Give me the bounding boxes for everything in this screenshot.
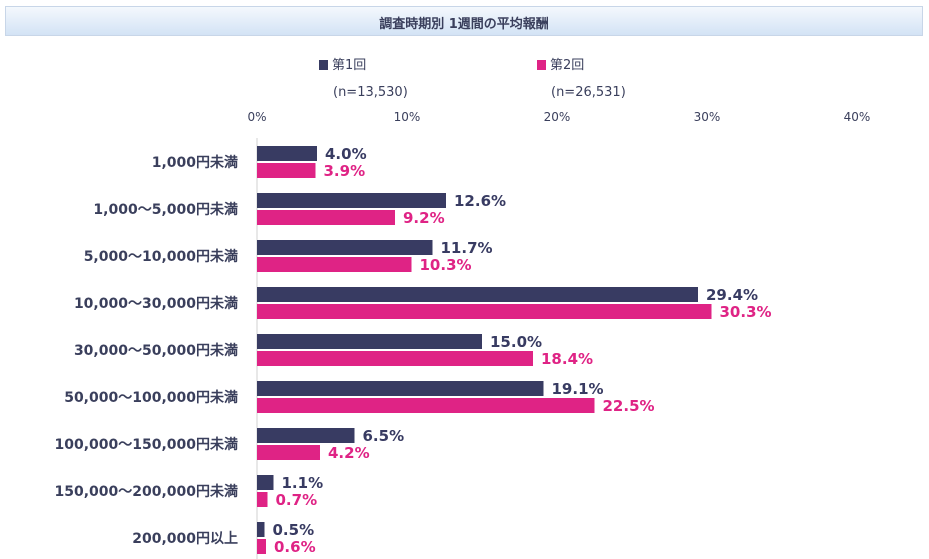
bar-1 (257, 240, 433, 255)
chart-title-banner: 調査時期別 1週間の平均報酬 (5, 6, 923, 36)
data-label: 1.1% (282, 474, 324, 492)
data-label: 6.5% (363, 427, 405, 445)
bar-2 (257, 445, 320, 460)
category-label: 200,000円以上 (132, 531, 238, 547)
bar-2 (257, 210, 395, 225)
bar-1 (257, 475, 274, 490)
category-label: 1,000円未満 (152, 154, 238, 171)
data-label: 12.6% (454, 192, 506, 210)
data-label: 4.0% (325, 145, 367, 163)
legend-sample-size: (n=26,531) (551, 85, 626, 100)
category-label: 50,000～100,000円未満 (64, 389, 238, 406)
category-label: 5,000～10,000円未満 (84, 248, 238, 265)
data-label: 19.1% (552, 380, 604, 398)
bar-2 (257, 257, 412, 272)
legend-swatch (537, 60, 546, 70)
data-label: 9.2% (403, 209, 445, 227)
x-tick-label: 20% (544, 110, 571, 124)
category-label: 30,000～50,000円未満 (74, 342, 238, 359)
bar-1 (257, 146, 317, 161)
chart-title: 調査時期別 1週間の平均報酬 (379, 17, 549, 32)
category-label: 100,000～150,000円未満 (54, 436, 238, 453)
data-label: 3.9% (324, 162, 366, 180)
bar-1 (257, 193, 446, 208)
bar-2 (257, 351, 533, 366)
legend-sample-size: (n=13,530) (333, 85, 408, 100)
bar-2 (257, 492, 268, 507)
data-label: 4.2% (328, 444, 370, 462)
bar-1 (257, 522, 265, 537)
data-label: 11.7% (441, 239, 493, 257)
bar-1 (257, 428, 355, 443)
x-tick-label: 30% (694, 110, 721, 124)
legend-label: 第2回 (550, 58, 584, 73)
category-label: 1,000～5,000円未満 (93, 201, 238, 218)
data-label: 30.3% (720, 303, 772, 321)
x-tick-label: 0% (247, 110, 266, 124)
bar-1 (257, 334, 482, 349)
data-label: 18.4% (541, 350, 593, 368)
legend-swatch (319, 60, 328, 70)
bar-2 (257, 539, 266, 554)
category-label: 150,000～200,000円未満 (54, 483, 238, 500)
x-tick-label: 40% (844, 110, 871, 124)
legend-label: 第1回 (332, 58, 366, 73)
data-label: 29.4% (706, 286, 758, 304)
data-label: 0.5% (273, 521, 315, 539)
bar-2 (257, 398, 595, 413)
data-label: 22.5% (603, 397, 655, 415)
bar-1 (257, 381, 544, 396)
data-label: 0.7% (276, 491, 318, 509)
bar-1 (257, 287, 698, 302)
data-label: 10.3% (420, 256, 472, 274)
data-label: 0.6% (274, 538, 316, 556)
data-label: 15.0% (490, 333, 542, 351)
bar-2 (257, 304, 712, 319)
category-label: 10,000～30,000円未満 (74, 295, 238, 312)
x-tick-label: 10% (394, 110, 421, 124)
bar-2 (257, 163, 316, 178)
